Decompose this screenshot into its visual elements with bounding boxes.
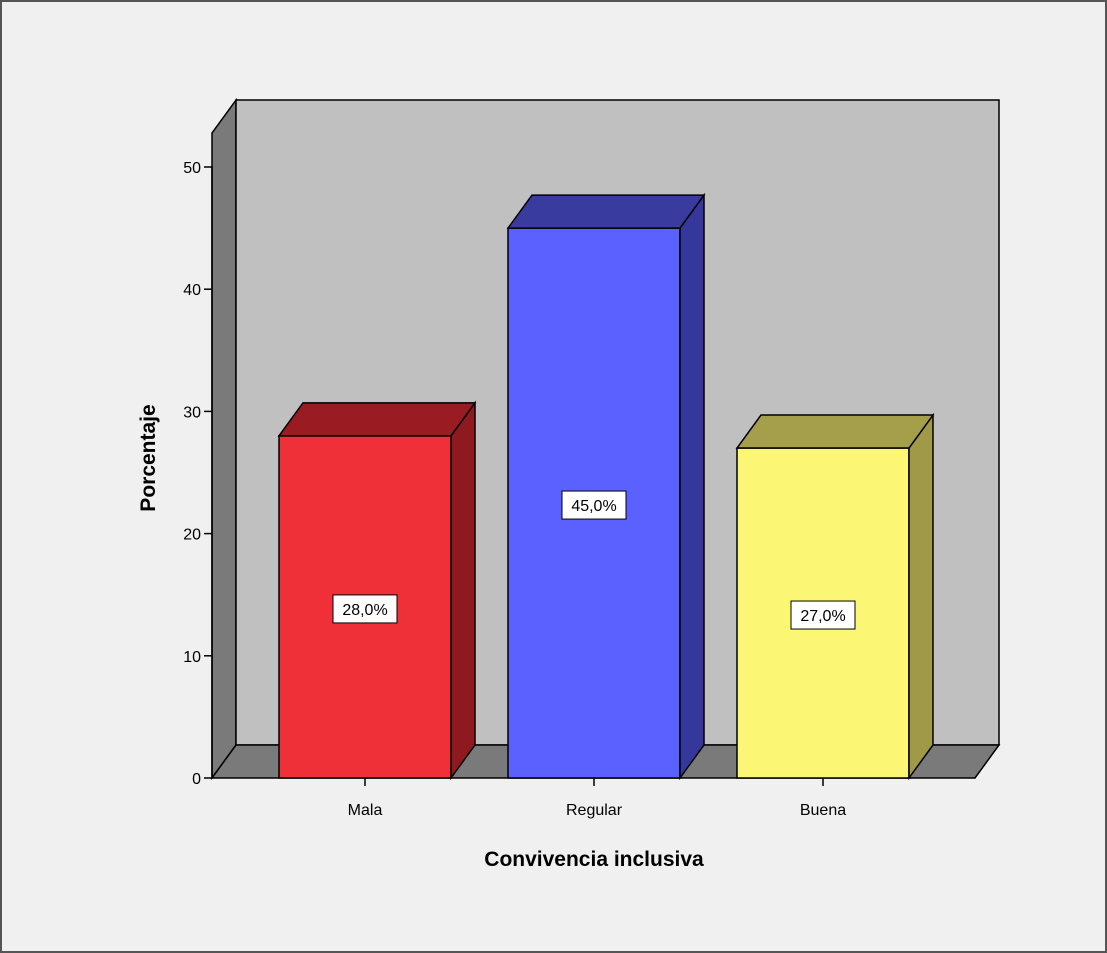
- bar-mala: 28,0%: [277, 400, 477, 781]
- x-tick-label: Regular: [566, 802, 623, 819]
- bars: 28,0% 45,0% 27,0%: [277, 192, 935, 781]
- y-tick-label: 40: [183, 282, 201, 299]
- data-label: 27,0%: [790, 600, 856, 630]
- x-axis-title: Convivencia inclusiva: [484, 848, 704, 871]
- x-tick-label: Mala: [348, 802, 383, 819]
- bar-regular: 45,0%: [506, 192, 706, 781]
- data-label: 28,0%: [332, 594, 398, 624]
- x-axis: Mala Regular Buena: [348, 778, 846, 819]
- bar-buena: 27,0%: [735, 412, 935, 781]
- y-tick-label: 0: [192, 771, 201, 788]
- data-label-text: 27,0%: [800, 608, 845, 625]
- y-tick-label: 50: [183, 160, 201, 177]
- data-label-text: 28,0%: [342, 602, 387, 619]
- data-label-box: [332, 594, 398, 624]
- y-axis-title: Porcentaje: [137, 404, 160, 511]
- data-label-box: [790, 600, 856, 630]
- bar-side: [679, 192, 705, 781]
- bar-side: [450, 400, 476, 781]
- bar-top: [506, 194, 706, 229]
- y-tick-label: 10: [183, 649, 201, 666]
- data-label-box: [561, 490, 627, 520]
- data-label-text: 45,0%: [571, 498, 616, 515]
- side-wall: [211, 97, 237, 781]
- y-axis: 0 10 20 30 40 50: [183, 160, 213, 788]
- y-tick-label: 30: [183, 404, 201, 421]
- x-tick-label: Buena: [800, 802, 846, 819]
- bar-top: [735, 414, 935, 449]
- bar-side: [908, 412, 934, 781]
- data-label: 45,0%: [561, 490, 627, 520]
- bar-top: [277, 402, 477, 437]
- y-tick-label: 20: [183, 527, 201, 544]
